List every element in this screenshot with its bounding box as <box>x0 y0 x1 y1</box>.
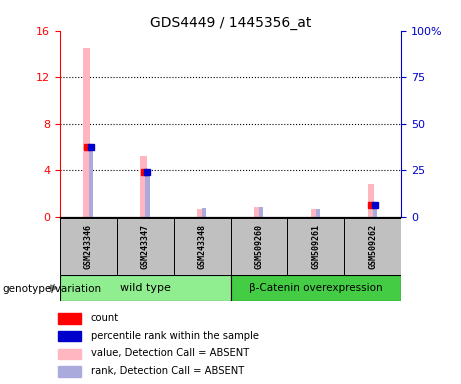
Text: genotype/variation: genotype/variation <box>2 284 101 294</box>
Bar <box>259 207 263 217</box>
Title: GDS4449 / 1445356_at: GDS4449 / 1445356_at <box>150 16 311 30</box>
Text: GSM509260: GSM509260 <box>254 223 263 269</box>
Text: rank, Detection Call = ABSENT: rank, Detection Call = ABSENT <box>91 366 244 376</box>
Bar <box>202 208 207 217</box>
Bar <box>367 184 374 217</box>
Bar <box>254 207 260 217</box>
Bar <box>316 209 320 217</box>
Text: GSM509262: GSM509262 <box>368 223 377 269</box>
Text: wild type: wild type <box>120 283 171 293</box>
FancyBboxPatch shape <box>117 218 174 275</box>
Bar <box>58 313 81 323</box>
Text: β-Catenin overexpression: β-Catenin overexpression <box>249 283 383 293</box>
Bar <box>145 172 149 217</box>
Text: value, Detection Call = ABSENT: value, Detection Call = ABSENT <box>91 348 249 358</box>
Text: count: count <box>91 313 119 323</box>
FancyBboxPatch shape <box>344 218 401 275</box>
FancyBboxPatch shape <box>287 218 344 275</box>
FancyBboxPatch shape <box>60 218 117 275</box>
Text: GSM243346: GSM243346 <box>84 223 93 269</box>
Bar <box>83 48 90 217</box>
Bar <box>373 204 377 217</box>
FancyBboxPatch shape <box>230 218 287 275</box>
Bar <box>311 209 318 217</box>
Text: percentile rank within the sample: percentile rank within the sample <box>91 331 259 341</box>
Bar <box>58 349 81 359</box>
Text: GSM243348: GSM243348 <box>198 223 207 269</box>
FancyBboxPatch shape <box>60 275 230 301</box>
FancyBboxPatch shape <box>174 218 230 275</box>
FancyBboxPatch shape <box>230 275 401 301</box>
Text: GSM243347: GSM243347 <box>141 223 150 269</box>
Text: GSM509261: GSM509261 <box>311 223 320 269</box>
Bar <box>58 331 81 341</box>
Bar <box>197 209 204 217</box>
Bar <box>140 156 147 217</box>
Bar <box>89 147 93 217</box>
Bar <box>58 366 81 377</box>
